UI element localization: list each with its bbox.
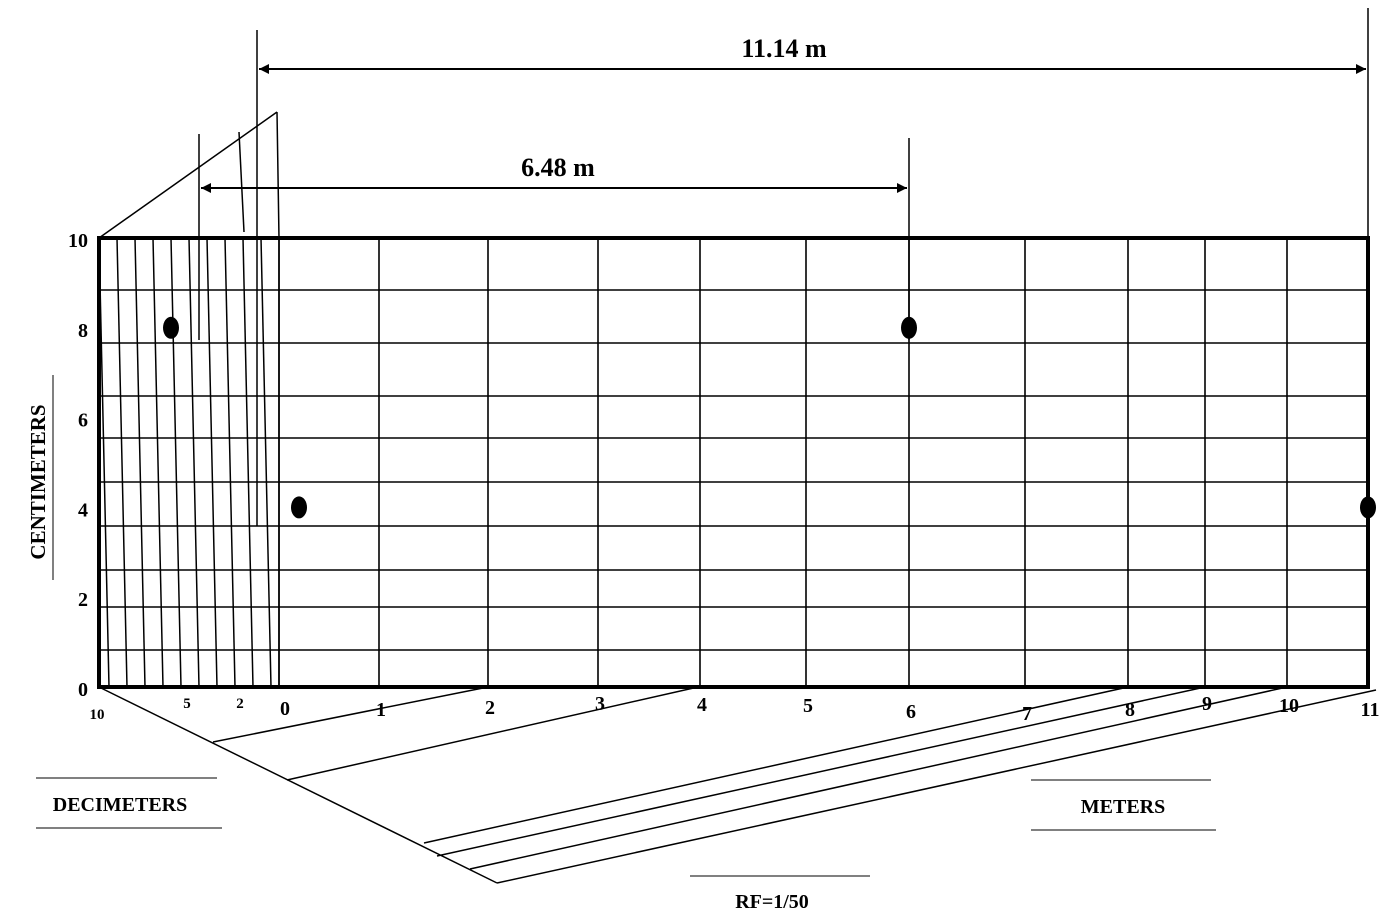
y-tick-label: 6 (78, 410, 88, 432)
y-tick-label: 4 (78, 499, 88, 521)
decimeter-tick-label: 10 (90, 707, 105, 723)
meter-ticks: 0 1 2 3 4 5 6 7 8 9 10 11 (280, 693, 1379, 725)
decimeter-tick-label: 2 (236, 696, 244, 712)
measured-points (163, 316, 1376, 519)
decimeter-diagonal (188, 237, 200, 688)
decimeter-diagonal (152, 237, 164, 688)
decimeter-diagonal (206, 237, 218, 688)
decimeter-diagonal (134, 237, 146, 688)
meter-tick-label: 0 (280, 698, 290, 720)
meter-tick-label: 6 (906, 701, 916, 723)
meter-tick-label: 3 (595, 693, 605, 715)
meters-label: METERS (1081, 796, 1165, 818)
y-axis-title: CENTIMETERS (26, 404, 50, 559)
decimeter-ticks: 10 5 2 (90, 696, 244, 723)
y-tick-label: 2 (78, 589, 88, 611)
decimeter-tick-label: 5 (183, 696, 191, 712)
point-b (901, 316, 917, 339)
rf-label: RF=1/50 (735, 891, 809, 913)
decimeter-diagonal (170, 237, 182, 688)
y-tick-label: 0 (78, 679, 88, 701)
point-d (1360, 496, 1376, 519)
point-a (163, 316, 179, 339)
meter-tick-label: 2 (485, 697, 495, 719)
decimeter-diagonal (260, 237, 272, 688)
scale-border (97, 236, 1370, 689)
top-leader-lines (98, 8, 1369, 526)
meter-tick-label: 1 (376, 699, 386, 721)
y-axis-ticks: 0 2 4 6 8 10 (68, 230, 88, 701)
decimeter-diagonal (224, 237, 236, 688)
dimension-label-inner: 6.48 m (521, 153, 595, 182)
dimension-label-top: 11.14 m (741, 34, 827, 63)
meter-tick-label: 8 (1125, 699, 1135, 721)
meter-tick-label: 4 (697, 694, 707, 716)
meter-tick-label: 7 (1022, 703, 1032, 725)
meter-tick-label: 10 (1279, 695, 1299, 717)
point-c (291, 496, 307, 519)
decimeter-diagonals (98, 237, 280, 688)
decimeter-diagonal (98, 237, 110, 688)
decimeter-diagonal (242, 237, 254, 688)
meter-tick-label: 5 (803, 695, 813, 717)
decimeter-diagonal (116, 237, 128, 688)
meter-tick-label: 9 (1202, 693, 1212, 715)
scale-grid (99, 238, 1369, 687)
y-tick-label: 10 (68, 230, 88, 252)
y-tick-label: 8 (78, 320, 88, 342)
bottom-perspective-lines (98, 686, 1377, 884)
decimeters-label: DECIMETERS (53, 794, 187, 816)
meter-tick-label: 11 (1361, 699, 1380, 721)
